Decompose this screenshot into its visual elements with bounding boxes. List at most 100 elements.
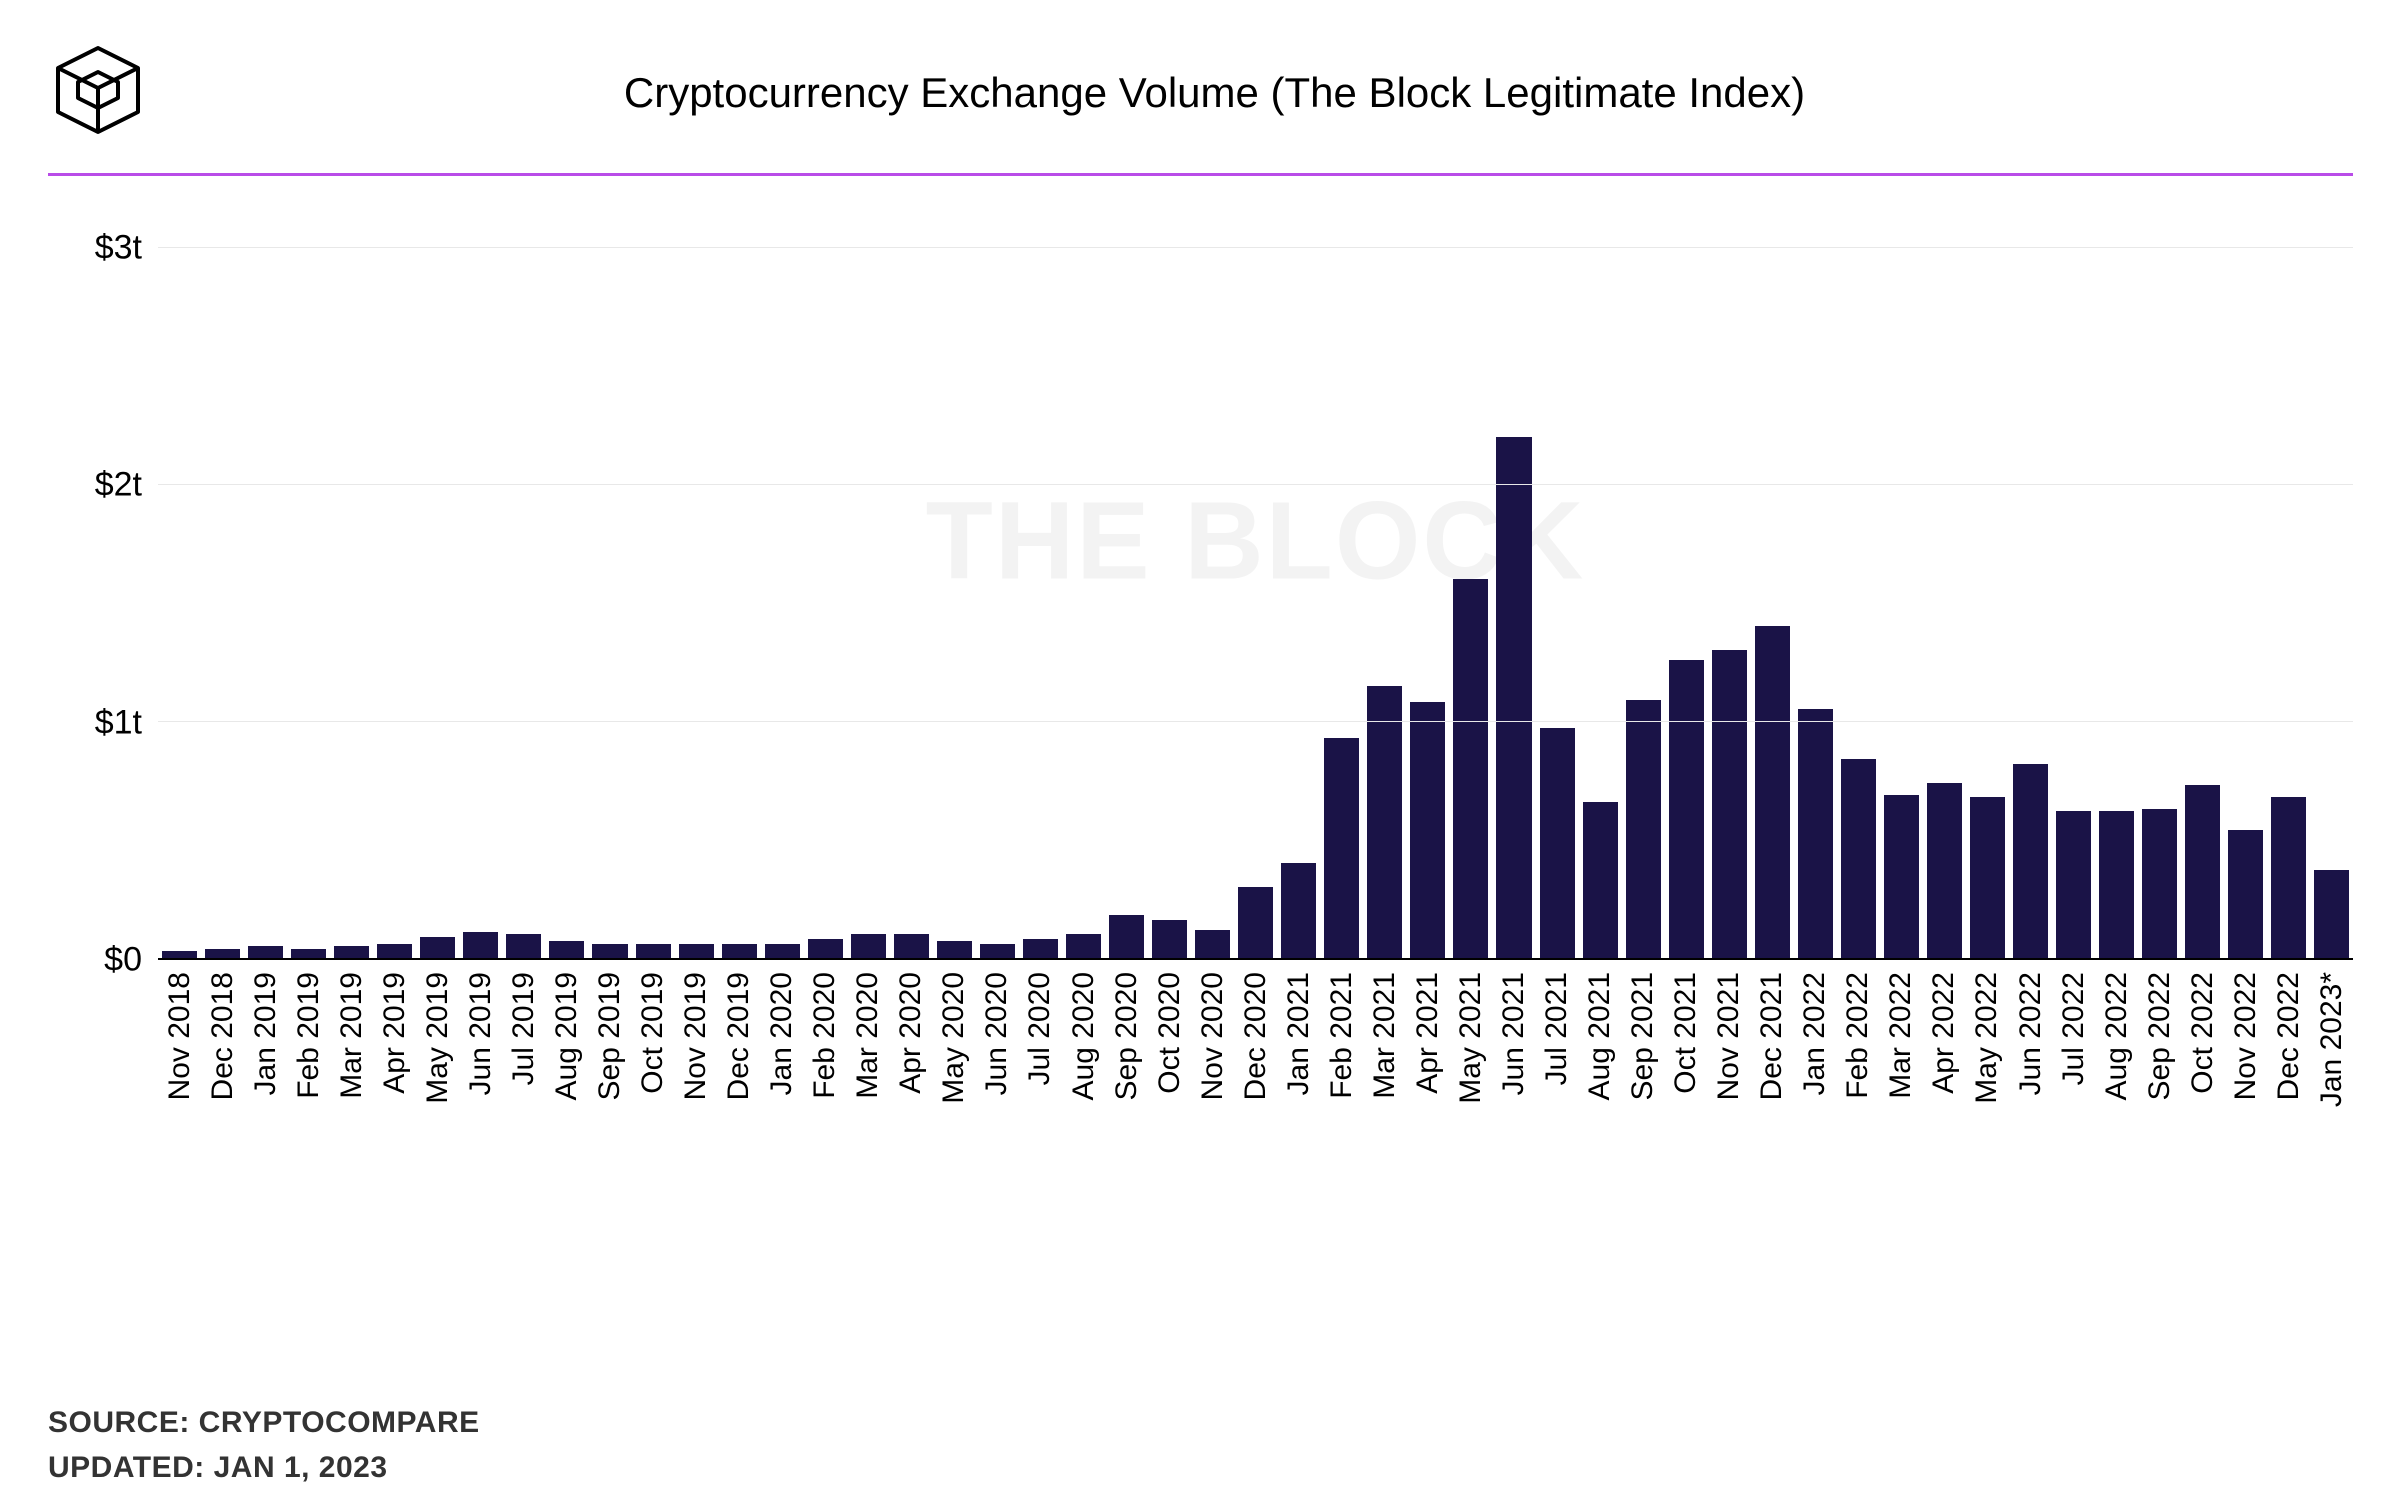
x-tick-label: Jun 2020	[980, 972, 1015, 1172]
bar-slot	[1066, 200, 1101, 958]
bar-slot	[2056, 200, 2091, 958]
x-tick-label: Jan 2019	[248, 972, 283, 1172]
x-tick-label: Jun 2022	[2013, 972, 2048, 1172]
x-tick-label: Aug 2019	[549, 972, 584, 1172]
y-tick-label: $3t	[95, 228, 142, 267]
bar-slot	[1023, 200, 1058, 958]
x-tick-label: Sep 2019	[592, 972, 627, 1172]
bar-slot	[1238, 200, 1273, 958]
bar-slot	[248, 200, 283, 958]
x-tick-label: Apr 2022	[1927, 972, 1962, 1172]
bar	[2271, 797, 2306, 958]
bar-slot	[937, 200, 972, 958]
x-tick-label: Aug 2021	[1583, 972, 1618, 1172]
bar	[2228, 830, 2263, 958]
bar	[1453, 579, 1488, 958]
bar-slot	[1841, 200, 1876, 958]
x-tick-label: Jul 2020	[1023, 972, 1058, 1172]
bar-slot	[679, 200, 714, 958]
bar-slot	[463, 200, 498, 958]
bar	[420, 937, 455, 958]
bar	[2314, 870, 2349, 958]
x-tick-label: Dec 2022	[2271, 972, 2306, 1172]
x-tick-label: Apr 2021	[1410, 972, 1445, 1172]
x-tick-label: Feb 2021	[1324, 972, 1359, 1172]
bar	[1281, 863, 1316, 958]
bar-slot	[1540, 200, 1575, 958]
bar-slot	[851, 200, 886, 958]
bar-slot	[1367, 200, 1402, 958]
bar	[1626, 700, 1661, 958]
bar	[1669, 660, 1704, 958]
y-tick-label: $1t	[95, 703, 142, 742]
bar-slot	[1755, 200, 1790, 958]
gridline	[158, 721, 2353, 722]
bar-slot	[291, 200, 326, 958]
x-tick-label: Jan 2023*	[2314, 972, 2349, 1172]
bar-slot	[1195, 200, 1230, 958]
x-tick-label: Mar 2021	[1367, 972, 1402, 1172]
bar	[1410, 702, 1445, 958]
x-tick-label: Aug 2022	[2099, 972, 2134, 1172]
x-tick-label: Jul 2021	[1540, 972, 1575, 1172]
bar-slot	[592, 200, 627, 958]
bars-group	[158, 200, 2353, 958]
x-tick-label: Aug 2020	[1066, 972, 1101, 1172]
bar	[463, 932, 498, 958]
bar	[679, 944, 714, 958]
bar	[1109, 915, 1144, 958]
bar-slot	[1626, 200, 1661, 958]
bar-slot	[205, 200, 240, 958]
bar	[1367, 686, 1402, 958]
x-tick-label: May 2019	[420, 972, 455, 1172]
bar	[377, 944, 412, 958]
bar	[851, 934, 886, 958]
x-tick-label: Mar 2022	[1884, 972, 1919, 1172]
bar-slot	[722, 200, 757, 958]
bar	[1712, 650, 1747, 958]
x-tick-label: Oct 2020	[1152, 972, 1187, 1172]
x-tick-label: Nov 2019	[679, 972, 714, 1172]
bar-slot	[1798, 200, 1833, 958]
x-tick-label: Sep 2021	[1626, 972, 1661, 1172]
y-tick-label: $0	[104, 941, 142, 980]
bar-slot	[980, 200, 1015, 958]
header-divider	[48, 173, 2353, 176]
bar-slot	[2228, 200, 2263, 958]
x-tick-label: May 2020	[937, 972, 972, 1172]
source-label: SOURCE: CRYPTOCOMPARE	[48, 1400, 2353, 1445]
x-tick-label: Dec 2019	[722, 972, 757, 1172]
bar	[2013, 764, 2048, 958]
x-tick-label: Sep 2022	[2142, 972, 2177, 1172]
x-tick-label: May 2022	[1970, 972, 2005, 1172]
bar-slot	[765, 200, 800, 958]
bar	[1841, 759, 1876, 958]
bar-slot	[2142, 200, 2177, 958]
bar	[291, 949, 326, 958]
y-tick-label: $2t	[95, 466, 142, 505]
bar	[1023, 939, 1058, 958]
x-tick-label: Nov 2022	[2228, 972, 2263, 1172]
x-tick-label: Jun 2021	[1496, 972, 1531, 1172]
x-tick-label: Oct 2019	[636, 972, 671, 1172]
x-tick-label: Oct 2022	[2185, 972, 2220, 1172]
chart-plot-area: $0$1t$2t$3t THE BLOCK	[48, 200, 2353, 960]
bar-slot	[1970, 200, 2005, 958]
x-tick-label: Mar 2020	[851, 972, 886, 1172]
x-tick-label: Dec 2020	[1238, 972, 1273, 1172]
bar-slot	[549, 200, 584, 958]
bar-slot	[2271, 200, 2306, 958]
x-axis-labels: Nov 2018Dec 2018Jan 2019Feb 2019Mar 2019…	[158, 972, 2353, 1172]
bar-slot	[377, 200, 412, 958]
bar-slot	[162, 200, 197, 958]
x-tick-label: Nov 2018	[162, 972, 197, 1172]
bar	[205, 949, 240, 958]
bar-slot	[1410, 200, 1445, 958]
bar	[894, 934, 929, 958]
bar	[2099, 811, 2134, 958]
x-tick-label: Jul 2019	[506, 972, 541, 1172]
bar	[1195, 930, 1230, 958]
x-tick-label: Jan 2021	[1281, 972, 1316, 1172]
bar	[1540, 728, 1575, 958]
x-tick-label: Oct 2021	[1669, 972, 1704, 1172]
